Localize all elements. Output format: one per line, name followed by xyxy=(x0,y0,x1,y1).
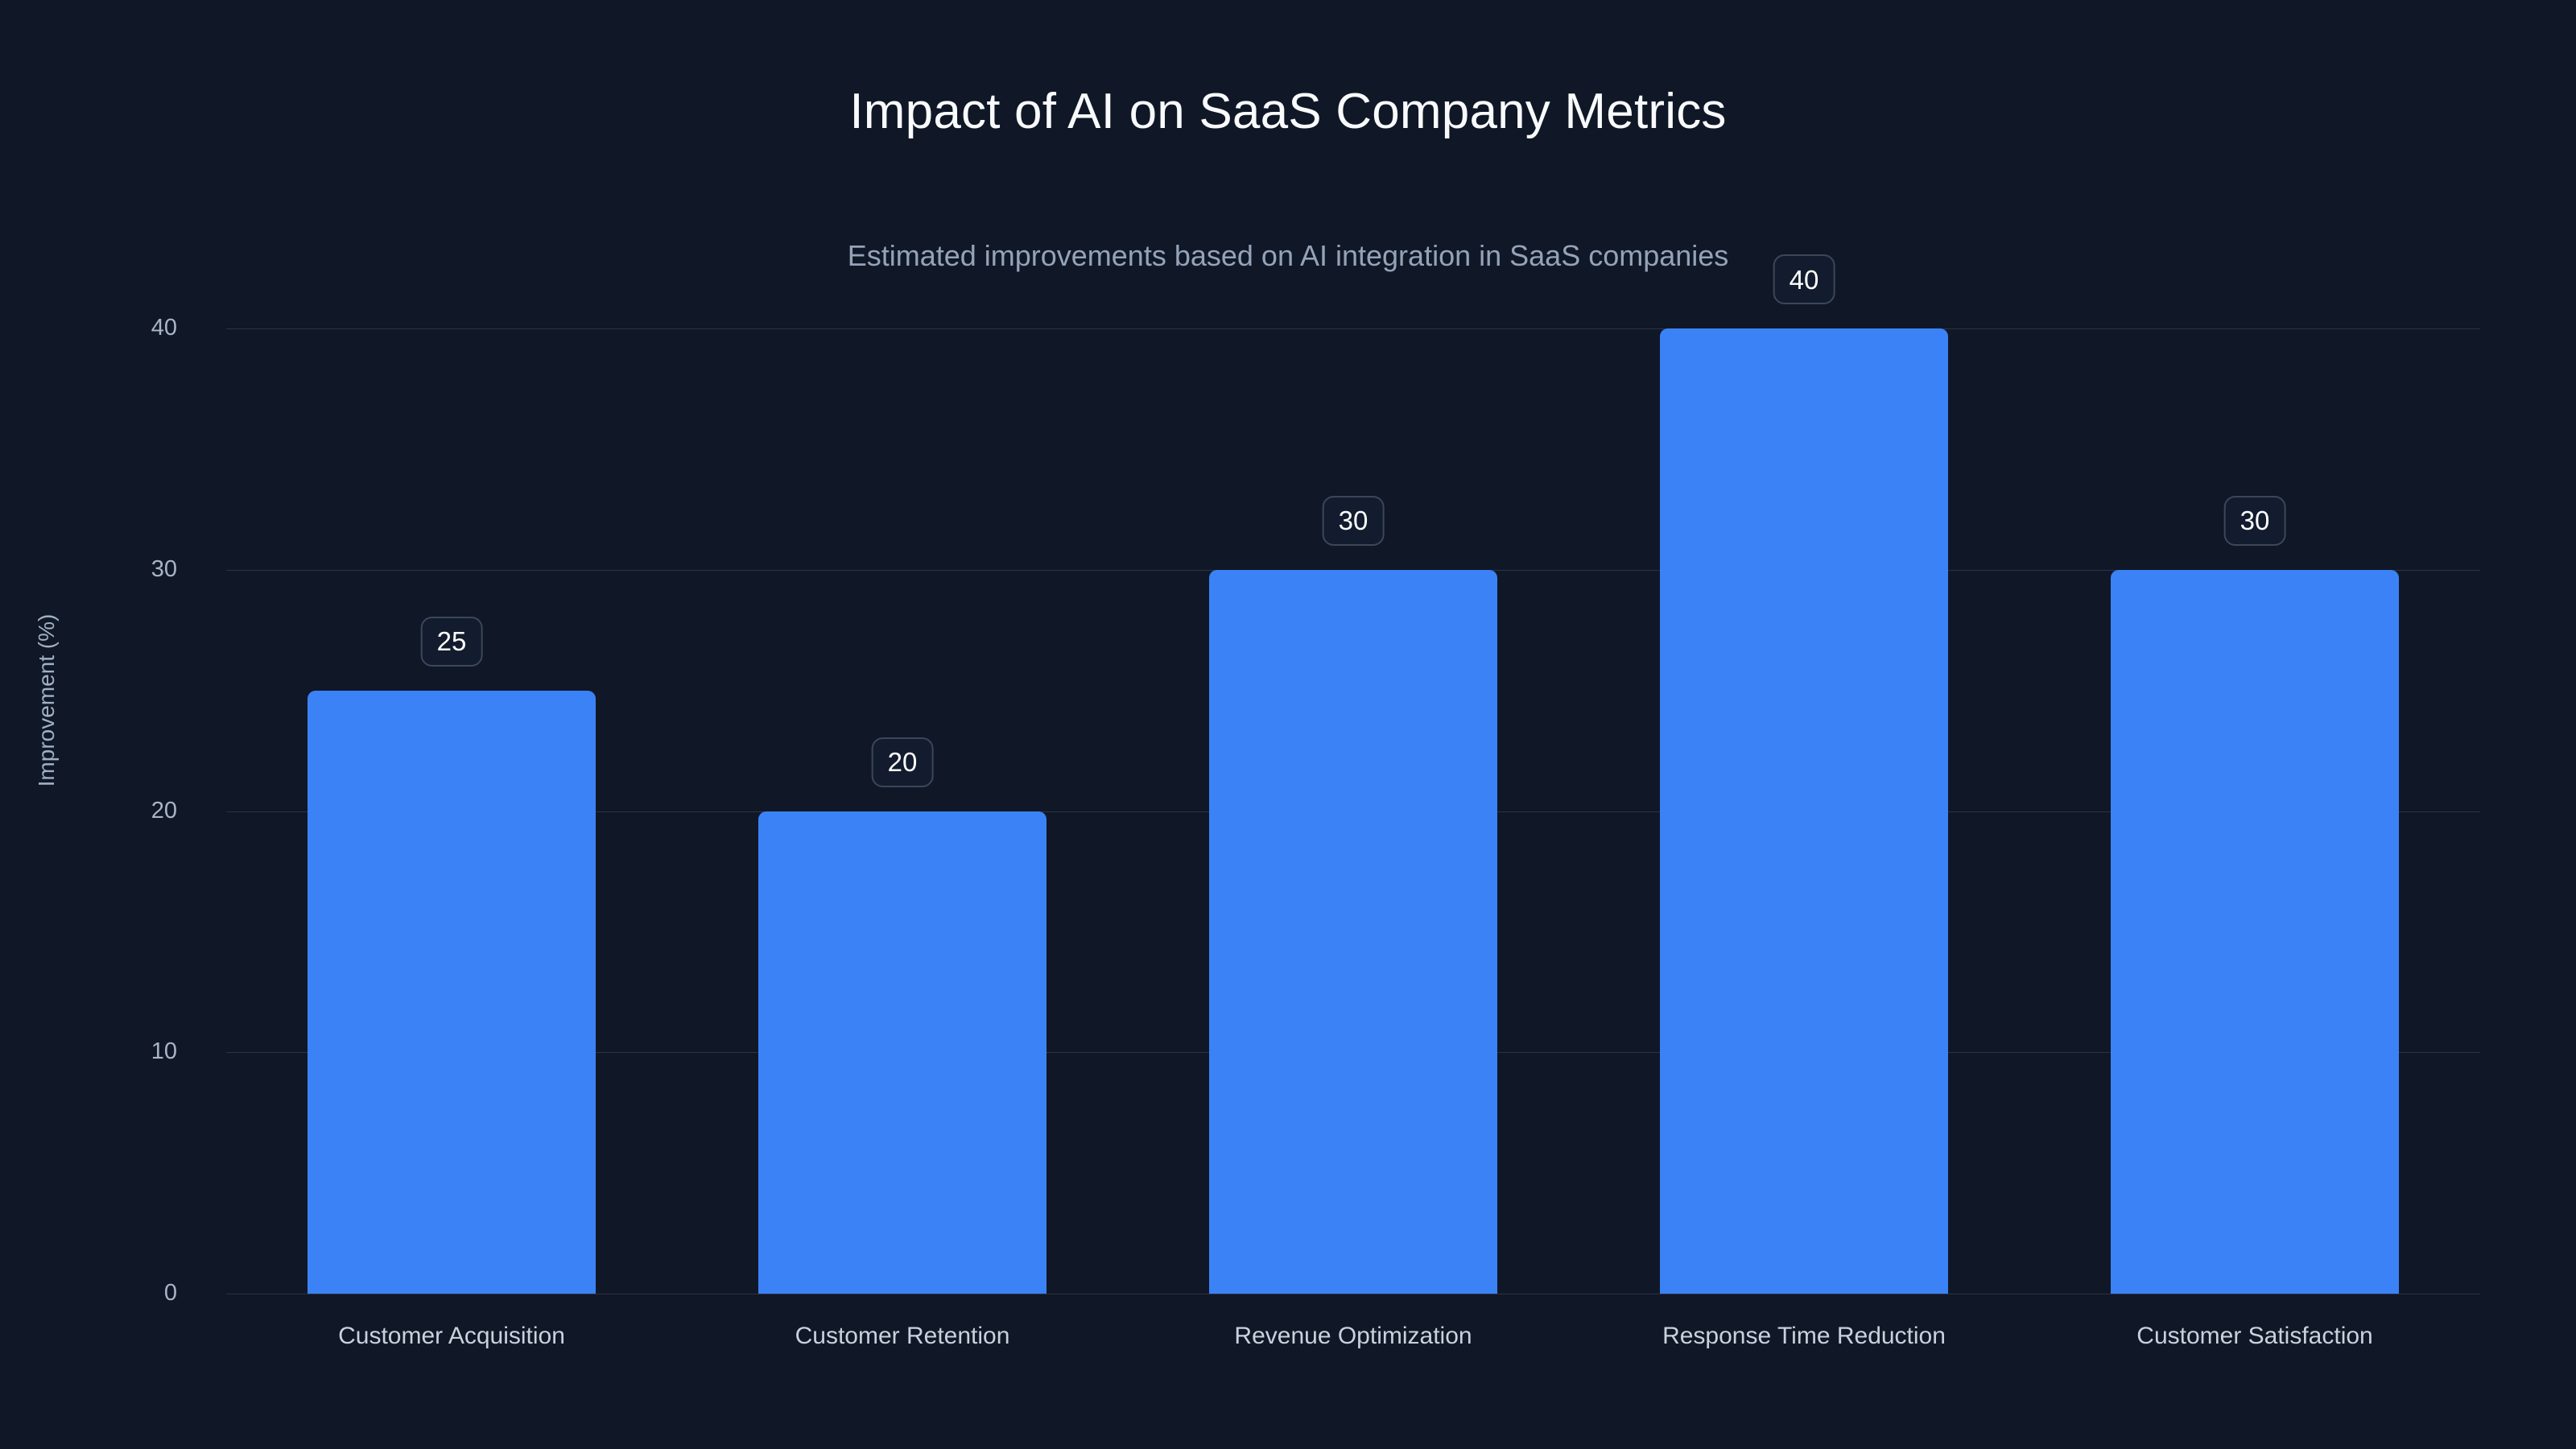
y-axis-title: Improvement (%) xyxy=(34,613,59,787)
bar[interactable] xyxy=(1660,328,1948,1294)
y-axis-tick-label: 30 xyxy=(151,555,177,582)
x-axis-tick-label: Customer Acquisition xyxy=(338,1323,565,1349)
bar-value-badge: 30 xyxy=(2223,495,2286,546)
bar[interactable] xyxy=(1209,569,1497,1294)
x-axis-tick-label: Customer Retention xyxy=(795,1323,1010,1349)
bar[interactable] xyxy=(308,690,596,1294)
bar-value-badge: 20 xyxy=(871,737,934,787)
gridline xyxy=(226,328,2480,329)
bar-value-badge: 40 xyxy=(1773,254,1835,304)
bar[interactable] xyxy=(2111,569,2399,1294)
y-axis-tick-label: 0 xyxy=(163,1280,177,1306)
chart-subtitle: Estimated improvements based on AI integ… xyxy=(847,239,1729,272)
bar[interactable] xyxy=(758,811,1046,1294)
y-axis-tick-label: 20 xyxy=(151,797,177,824)
y-axis-tick-label: 10 xyxy=(151,1038,177,1065)
bar-value-badge: 25 xyxy=(420,616,483,667)
plot-area xyxy=(226,328,2480,1294)
x-axis-tick-label: Response Time Reduction xyxy=(1662,1323,1946,1349)
chart-title: Impact of AI on SaaS Company Metrics xyxy=(849,84,1727,139)
x-axis-tick-label: Customer Satisfaction xyxy=(2136,1323,2373,1349)
bar-value-badge: 30 xyxy=(1322,495,1385,546)
y-axis-tick-label: 40 xyxy=(151,315,177,341)
x-axis-tick-label: Revenue Optimization xyxy=(1234,1323,1472,1349)
